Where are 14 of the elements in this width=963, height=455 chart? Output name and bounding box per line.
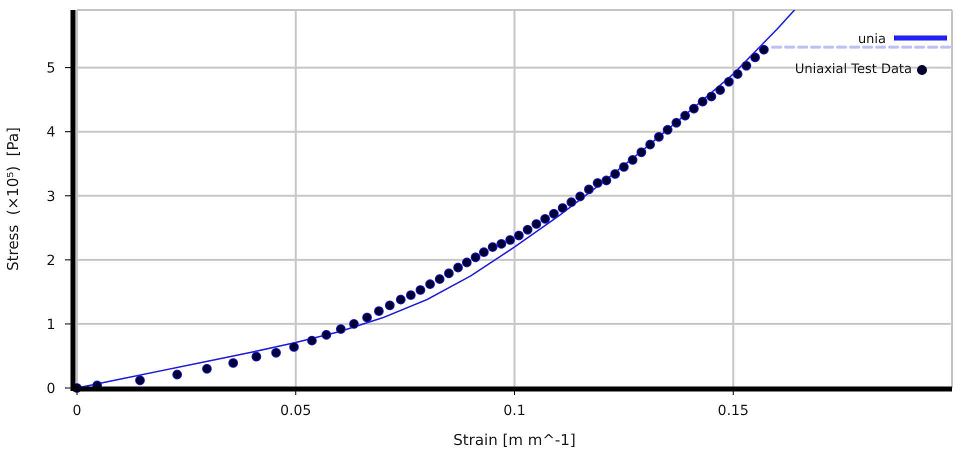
y-axis-title: Stress (×10⁵) [Pa]	[4, 127, 22, 271]
y-tick-label: 1	[46, 316, 56, 333]
x-axis-title: Strain [m m^-1]	[453, 431, 576, 449]
y-tick-label: 0	[46, 381, 56, 397]
y-tick-label: 2	[46, 252, 56, 269]
x-tick-label: 0	[72, 403, 82, 419]
x-tick-label: 0.05	[280, 403, 312, 419]
x-tick-label: 0.1	[503, 403, 526, 419]
y-tick-label: 5	[46, 60, 56, 77]
y-tick-label: 3	[46, 188, 56, 205]
legend-label: unia	[858, 32, 886, 47]
legend-label: Uniaxial Test Data	[794, 62, 912, 77]
x-tick-label: 0.15	[718, 403, 749, 419]
y-tick-label: 4	[46, 124, 56, 141]
